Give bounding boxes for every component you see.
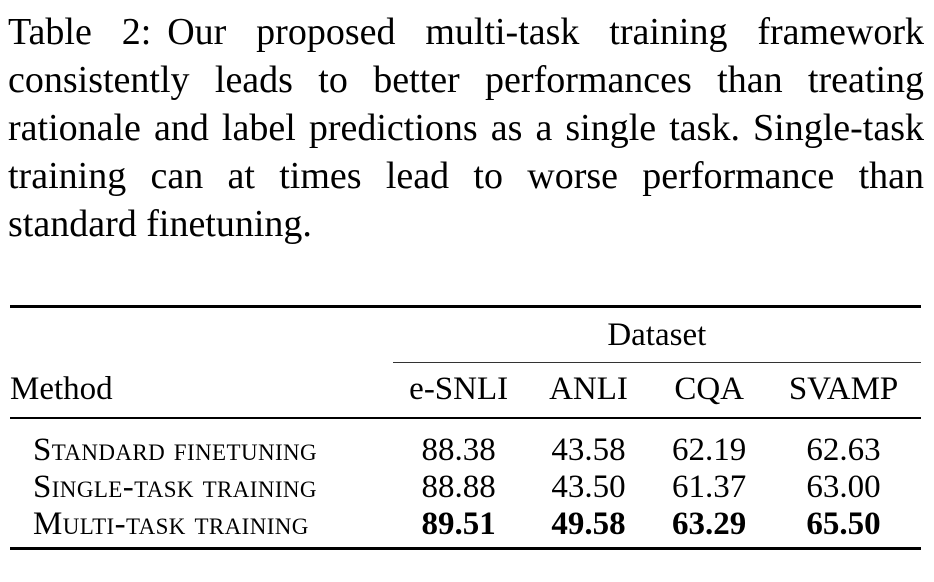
value-cell: 63.00 [806, 468, 881, 505]
col-header-svamp: SVAMP [766, 362, 921, 419]
value-cell: 63.29 [672, 505, 747, 542]
column-header-row: Method e-SNLI ANLI CQA SVAMP [10, 362, 921, 419]
group-header-spacer [10, 307, 393, 363]
value-cell: 62.19 [672, 431, 747, 468]
caption-tag: Table 2: [8, 11, 152, 53]
value-cell: 43.50 [551, 468, 626, 505]
value-cell: 43.58 [551, 431, 626, 468]
value-cell: 89.51 [421, 505, 496, 542]
value-cell: 61.37 [672, 468, 747, 505]
method-cell: Standard finetuning [33, 431, 318, 468]
table-row-single-task-training: Single-task training 88.88 43.50 61.37 6… [10, 469, 921, 506]
results-table: Dataset Method e-SNLI ANLI CQA SVAMP Sta… [10, 305, 921, 550]
method-cell: Multi-task training [33, 505, 309, 542]
col-header-anli: ANLI [524, 362, 653, 419]
col-header-method: Method [10, 362, 393, 419]
value-cell: 88.38 [421, 431, 496, 468]
value-cell: 62.63 [806, 431, 881, 468]
value-cell: 49.58 [551, 505, 626, 542]
col-header-cqa: CQA [652, 362, 767, 419]
value-cell: 88.88 [421, 468, 496, 505]
table-row-standard-finetuning: Standard finetuning 88.38 43.58 62.19 62… [10, 418, 921, 469]
col-header-esnli: e-SNLI [392, 362, 525, 419]
table-caption: Table 2: Our proposed multi-task training… [8, 8, 924, 248]
table-row-multi-task-training: Multi-task training 89.51 49.58 63.29 65… [10, 506, 921, 549]
caption-text: Our proposed multi-task training framewo… [8, 11, 925, 245]
value-cell: 65.50 [806, 505, 881, 542]
group-header-row: Dataset [10, 306, 921, 363]
method-cell: Single-task training [33, 468, 317, 505]
group-header-dataset: Dataset [392, 306, 921, 363]
